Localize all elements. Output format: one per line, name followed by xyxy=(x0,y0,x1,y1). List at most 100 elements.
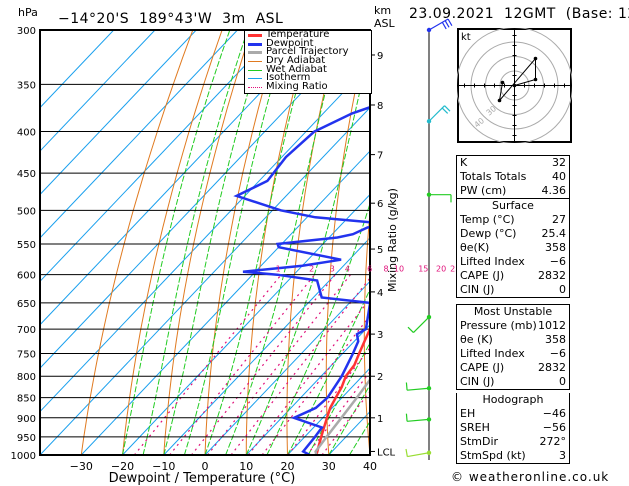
legend-swatch xyxy=(248,42,262,46)
legend-label: Wet Adiabat xyxy=(266,63,327,75)
wet-adiabat-line xyxy=(307,341,370,455)
wind-barb xyxy=(407,452,430,458)
isotherm-line xyxy=(287,367,370,455)
isotherm-line xyxy=(40,106,370,455)
most-unstable-title: Most Unstable xyxy=(473,305,553,318)
surface-row: Lifted Index −6 xyxy=(457,255,569,269)
most-unstable-row: θe (K) 358 xyxy=(457,333,569,347)
x-tick-label: −20 xyxy=(111,460,134,473)
wind-barb-flag xyxy=(441,21,447,30)
most-unstable-label: Lifted Index xyxy=(460,347,525,360)
wind-barb-flag xyxy=(407,326,414,334)
km-tick-label: 3 xyxy=(377,330,383,341)
most-unstable-row: CIN (J) 0 xyxy=(457,375,569,389)
index-label: K xyxy=(460,156,468,169)
surface-table: Surface Temp (°C) 27 Dewp (°C) 25.4 θe(K) 358… xyxy=(456,199,570,298)
surface-row: θe(K) 358 xyxy=(457,241,569,255)
most-unstable-value: 2832 xyxy=(538,361,566,374)
mixing-ratio-label: 3 xyxy=(330,265,335,274)
hodograph-stat-value: −46 xyxy=(542,407,566,420)
wind-barb xyxy=(407,418,430,422)
hodograph-stat-value: 272° xyxy=(539,435,567,448)
wind-level-marker xyxy=(426,386,432,391)
surface-value: 27 xyxy=(552,213,566,226)
hodograph-stat-row: StmSpd (kt) 3 xyxy=(457,449,569,463)
mixing-ratio-line xyxy=(287,346,370,455)
mixing-ratio-label: 15 xyxy=(418,265,428,274)
mixing-ratio-line xyxy=(306,370,370,455)
mixing-ratio-label: 20 xyxy=(436,265,446,274)
index-value: 32 xyxy=(552,156,566,169)
mixing-ratio-line xyxy=(169,274,316,455)
km-tick-label: 6 xyxy=(377,199,383,210)
pressure-tick-label: 400 xyxy=(17,128,36,139)
parcel-trajectory-line xyxy=(314,377,370,455)
surface-label: θe(K) xyxy=(460,241,490,254)
surface-value: 2832 xyxy=(538,269,566,282)
pressure-tick-label: 750 xyxy=(17,349,36,360)
most-unstable-label: Pressure (mb) xyxy=(460,319,537,332)
isotherm-line xyxy=(40,30,321,326)
isotherm-line xyxy=(163,237,370,455)
mixing-ratio-label: 2 xyxy=(309,265,314,274)
dry-adiabat-line xyxy=(122,30,223,455)
index-label: Totals Totals xyxy=(460,170,527,183)
legend-swatch xyxy=(248,86,262,88)
most-unstable-row: Lifted Index −6 xyxy=(457,347,569,361)
pressure-tick-label: 950 xyxy=(17,433,36,444)
hodograph-point xyxy=(500,80,505,85)
indices-table: K 32 Totals Totals 40 PW (cm) 4.36 xyxy=(456,155,570,199)
legend-entry: Temperature xyxy=(245,29,371,40)
most-unstable-label: CIN (J) xyxy=(460,375,495,388)
hodograph-stat-row: SREH −56 xyxy=(457,421,569,435)
legend-swatch xyxy=(248,60,262,62)
surface-value: 0 xyxy=(559,283,566,296)
wind-barb-flag xyxy=(405,413,408,422)
legend-label: Dewpoint xyxy=(266,37,314,49)
km-tick-label: 1 xyxy=(377,414,383,425)
legend-label: Temperature xyxy=(266,29,330,40)
isotherm-line xyxy=(122,193,370,455)
x-tick-label: 30 xyxy=(322,460,336,473)
surface-label: CIN (J) xyxy=(460,283,495,296)
km-label: km xyxy=(374,4,392,17)
isotherm-line xyxy=(40,30,156,152)
km-tick-label: 5 xyxy=(377,245,383,256)
wind-barb-flag xyxy=(444,105,451,112)
dry-adiabat-line xyxy=(401,30,427,455)
wind-barb-flag xyxy=(444,20,450,28)
x-tick-label: 10 xyxy=(239,460,253,473)
isotherm-line xyxy=(40,30,280,283)
wind-level-marker xyxy=(426,314,432,320)
legend-label: Mixing Ratio xyxy=(266,81,328,93)
legend-label: Isotherm xyxy=(266,72,311,84)
surface-label: CAPE (J) xyxy=(460,269,505,282)
mixing-ratio-label: 25 xyxy=(450,265,460,274)
dry-adiabat-line xyxy=(437,30,456,455)
dry-adiabat-line xyxy=(601,30,629,455)
km-tick-label: LCL xyxy=(377,447,396,458)
wind-level-marker xyxy=(426,27,432,33)
pressure-tick-label: 450 xyxy=(17,169,36,180)
pressure-tick-label: 500 xyxy=(17,206,36,217)
mixing-ratio-line xyxy=(133,274,282,455)
pressure-tick-label: 550 xyxy=(17,240,36,251)
isotherm-line xyxy=(40,30,238,239)
dewpoint-line xyxy=(233,105,370,455)
mixing-ratio-line xyxy=(230,277,370,455)
index-row: K 32 xyxy=(457,156,569,170)
hodograph-table: Hodograph EH −46 SREH −56 StmDir 272° StmSpd (… xyxy=(456,393,570,464)
km-tick-label: 2 xyxy=(377,372,383,383)
pressure-tick-label: 900 xyxy=(17,414,36,425)
surface-value: 358 xyxy=(545,241,566,254)
dry-adiabat-line xyxy=(80,30,194,455)
x-tick-label: 20 xyxy=(281,460,295,473)
hpa-unit-label: hPa xyxy=(18,6,38,19)
legend-entry: Dewpoint xyxy=(245,37,371,49)
asl-label: ASL xyxy=(374,17,395,30)
most-unstable-label: θe (K) xyxy=(460,333,493,346)
wind-level-marker xyxy=(426,119,432,124)
legend-swatch xyxy=(248,78,262,80)
surface-label: Temp (°C) xyxy=(460,213,515,226)
